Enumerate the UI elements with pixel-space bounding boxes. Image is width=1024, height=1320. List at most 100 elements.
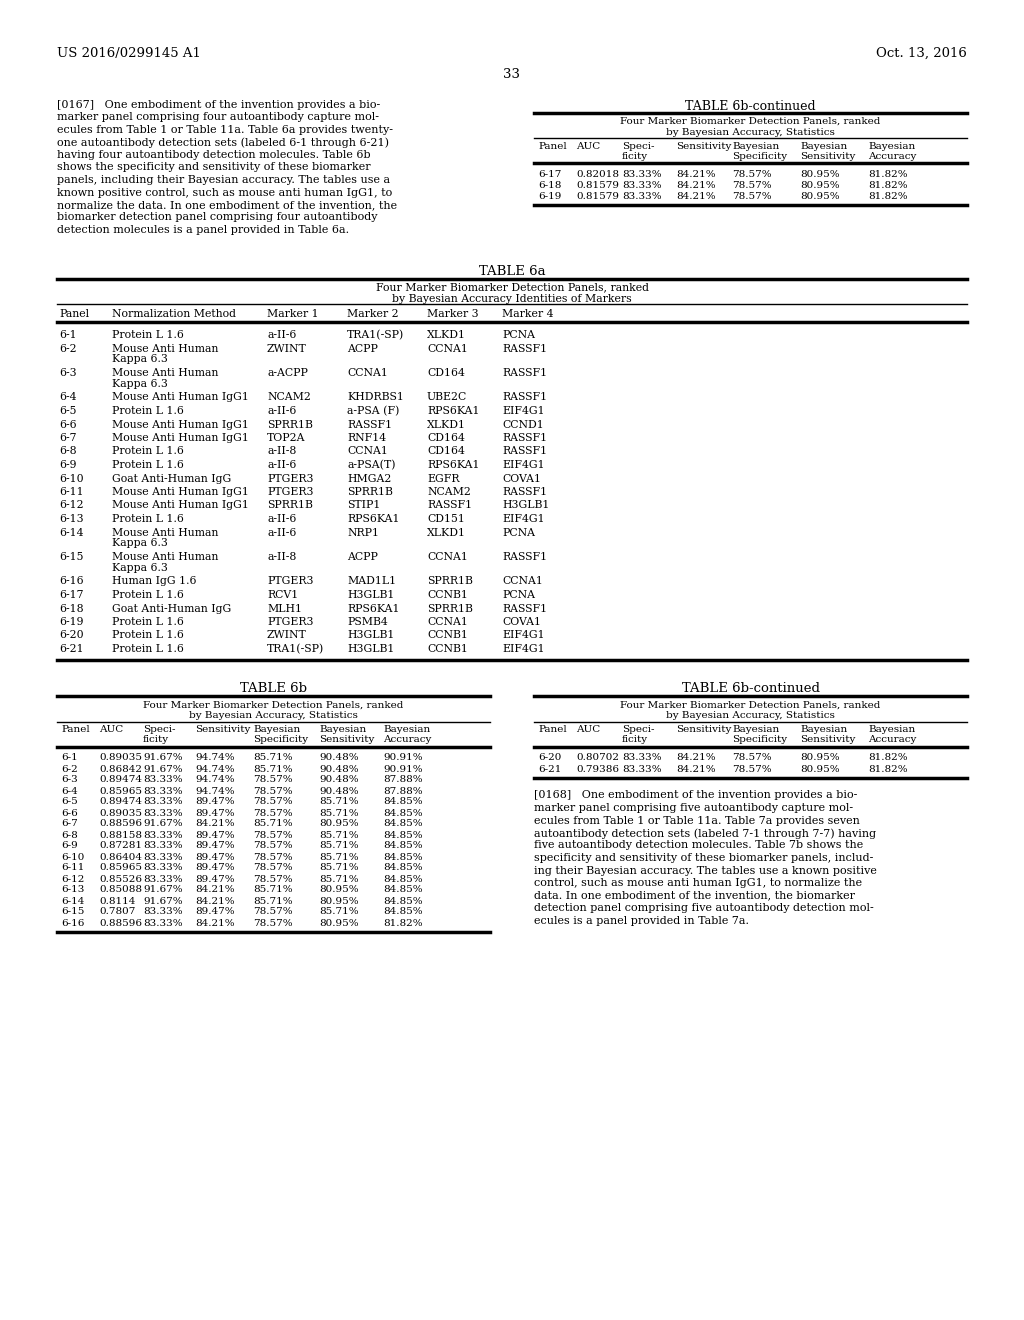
Text: 89.47%: 89.47% bbox=[195, 808, 234, 817]
Text: Kappa 6.3: Kappa 6.3 bbox=[112, 355, 168, 364]
Text: 85.71%: 85.71% bbox=[253, 764, 293, 774]
Text: 6-7: 6-7 bbox=[61, 820, 78, 829]
Text: 78.57%: 78.57% bbox=[253, 874, 293, 883]
Text: CCNA1: CCNA1 bbox=[347, 368, 388, 378]
Text: H3GLB1: H3GLB1 bbox=[347, 590, 394, 601]
Text: 84.21%: 84.21% bbox=[195, 919, 234, 928]
Text: Sensitivity: Sensitivity bbox=[800, 735, 855, 744]
Text: Speci-: Speci- bbox=[143, 726, 175, 734]
Text: Bayesian: Bayesian bbox=[383, 726, 430, 734]
Text: Mouse Anti Human IgG1: Mouse Anti Human IgG1 bbox=[112, 392, 249, 403]
Text: CCND1: CCND1 bbox=[502, 420, 544, 429]
Text: Protein L 1.6: Protein L 1.6 bbox=[112, 616, 184, 627]
Text: TRA1(-SP): TRA1(-SP) bbox=[347, 330, 404, 341]
Text: CCNB1: CCNB1 bbox=[427, 590, 468, 601]
Text: ecules from Table 1 or Table 11a. Table 6a provides twenty-: ecules from Table 1 or Table 11a. Table … bbox=[57, 125, 393, 135]
Text: 80.95%: 80.95% bbox=[319, 886, 358, 895]
Text: 6-3: 6-3 bbox=[61, 776, 78, 784]
Text: 84.85%: 84.85% bbox=[383, 842, 423, 850]
Text: 80.95%: 80.95% bbox=[319, 820, 358, 829]
Text: 0.89035: 0.89035 bbox=[99, 754, 142, 763]
Text: Four Marker Biomarker Detection Panels, ranked: Four Marker Biomarker Detection Panels, … bbox=[621, 117, 881, 125]
Text: 6-15: 6-15 bbox=[59, 552, 84, 562]
Text: 0.85526: 0.85526 bbox=[99, 874, 142, 883]
Text: CD151: CD151 bbox=[427, 513, 465, 524]
Text: Sensitivity: Sensitivity bbox=[676, 143, 731, 150]
Text: a-II-6: a-II-6 bbox=[267, 459, 296, 470]
Text: 6-21: 6-21 bbox=[538, 764, 561, 774]
Text: 0.88158: 0.88158 bbox=[99, 830, 142, 840]
Text: CCNA1: CCNA1 bbox=[347, 446, 388, 457]
Text: NCAM2: NCAM2 bbox=[267, 392, 311, 403]
Text: Sensitivity: Sensitivity bbox=[319, 735, 375, 744]
Text: 0.89474: 0.89474 bbox=[99, 776, 142, 784]
Text: 80.95%: 80.95% bbox=[800, 181, 840, 190]
Text: 81.82%: 81.82% bbox=[868, 170, 907, 180]
Text: a-PSA(T): a-PSA(T) bbox=[347, 459, 395, 470]
Text: Goat Anti-Human IgG: Goat Anti-Human IgG bbox=[112, 603, 231, 614]
Text: 6-3: 6-3 bbox=[59, 368, 77, 378]
Text: 6-13: 6-13 bbox=[59, 513, 84, 524]
Text: KHDRBS1: KHDRBS1 bbox=[347, 392, 403, 403]
Text: 94.74%: 94.74% bbox=[195, 754, 234, 763]
Text: a-II-6: a-II-6 bbox=[267, 528, 296, 537]
Text: XLKD1: XLKD1 bbox=[427, 528, 466, 537]
Text: 6-17: 6-17 bbox=[59, 590, 84, 601]
Text: 6-21: 6-21 bbox=[59, 644, 84, 653]
Text: 85.71%: 85.71% bbox=[319, 908, 358, 916]
Text: Bayesian: Bayesian bbox=[868, 726, 915, 734]
Text: 0.79386: 0.79386 bbox=[575, 764, 618, 774]
Text: CCNA1: CCNA1 bbox=[502, 577, 543, 586]
Text: Panel: Panel bbox=[61, 726, 90, 734]
Text: 84.85%: 84.85% bbox=[383, 874, 423, 883]
Text: by Bayesian Accuracy, Statistics: by Bayesian Accuracy, Statistics bbox=[666, 128, 835, 137]
Text: XLKD1: XLKD1 bbox=[427, 330, 466, 341]
Text: Four Marker Biomarker Detection Panels, ranked: Four Marker Biomarker Detection Panels, … bbox=[143, 701, 403, 710]
Text: 85.71%: 85.71% bbox=[253, 820, 293, 829]
Text: SPRR1B: SPRR1B bbox=[427, 603, 473, 614]
Text: RNF14: RNF14 bbox=[347, 433, 386, 444]
Text: 81.82%: 81.82% bbox=[868, 181, 907, 190]
Text: CCNA1: CCNA1 bbox=[427, 616, 468, 627]
Text: Bayesian: Bayesian bbox=[319, 726, 367, 734]
Text: Mouse Anti Human: Mouse Anti Human bbox=[112, 552, 218, 562]
Text: Marker 4: Marker 4 bbox=[502, 309, 554, 319]
Text: 84.21%: 84.21% bbox=[195, 896, 234, 906]
Text: 6-10: 6-10 bbox=[61, 853, 84, 862]
Text: 91.67%: 91.67% bbox=[143, 754, 182, 763]
Text: 87.88%: 87.88% bbox=[383, 787, 423, 796]
Text: Kappa 6.3: Kappa 6.3 bbox=[112, 379, 168, 389]
Text: MAD1L1: MAD1L1 bbox=[347, 577, 396, 586]
Text: RPS6KA1: RPS6KA1 bbox=[347, 513, 399, 524]
Text: TABLE 6b-continued: TABLE 6b-continued bbox=[685, 100, 816, 114]
Text: TOP2A: TOP2A bbox=[267, 433, 305, 444]
Text: SPRR1B: SPRR1B bbox=[267, 420, 313, 429]
Text: 78.57%: 78.57% bbox=[253, 863, 293, 873]
Text: 83.33%: 83.33% bbox=[143, 853, 182, 862]
Text: 0.81579: 0.81579 bbox=[575, 181, 618, 190]
Text: 83.33%: 83.33% bbox=[143, 908, 182, 916]
Text: 0.85965: 0.85965 bbox=[99, 863, 142, 873]
Text: SPRR1B: SPRR1B bbox=[267, 500, 313, 511]
Text: 6-1: 6-1 bbox=[61, 754, 78, 763]
Text: data. In one embodiment of the invention, the biomarker: data. In one embodiment of the invention… bbox=[534, 891, 855, 900]
Text: 0.88596: 0.88596 bbox=[99, 820, 142, 829]
Text: COVA1: COVA1 bbox=[502, 474, 541, 483]
Text: Mouse Anti Human IgG1: Mouse Anti Human IgG1 bbox=[112, 500, 249, 511]
Text: 6-6: 6-6 bbox=[59, 420, 77, 429]
Text: 84.21%: 84.21% bbox=[676, 754, 716, 763]
Text: Mouse Anti Human: Mouse Anti Human bbox=[112, 368, 218, 378]
Text: 6-16: 6-16 bbox=[59, 577, 84, 586]
Text: 6-2: 6-2 bbox=[59, 343, 77, 354]
Text: RPS6KA1: RPS6KA1 bbox=[347, 603, 399, 614]
Text: PCNA: PCNA bbox=[502, 590, 535, 601]
Text: 33: 33 bbox=[504, 69, 520, 81]
Text: RPS6KA1: RPS6KA1 bbox=[427, 407, 479, 416]
Text: 89.47%: 89.47% bbox=[195, 863, 234, 873]
Text: Accuracy: Accuracy bbox=[868, 735, 916, 744]
Text: 6-18: 6-18 bbox=[59, 603, 84, 614]
Text: RASSF1: RASSF1 bbox=[502, 487, 547, 498]
Text: PTGER3: PTGER3 bbox=[267, 616, 313, 627]
Text: 6-9: 6-9 bbox=[59, 459, 77, 470]
Text: a-II-6: a-II-6 bbox=[267, 513, 296, 524]
